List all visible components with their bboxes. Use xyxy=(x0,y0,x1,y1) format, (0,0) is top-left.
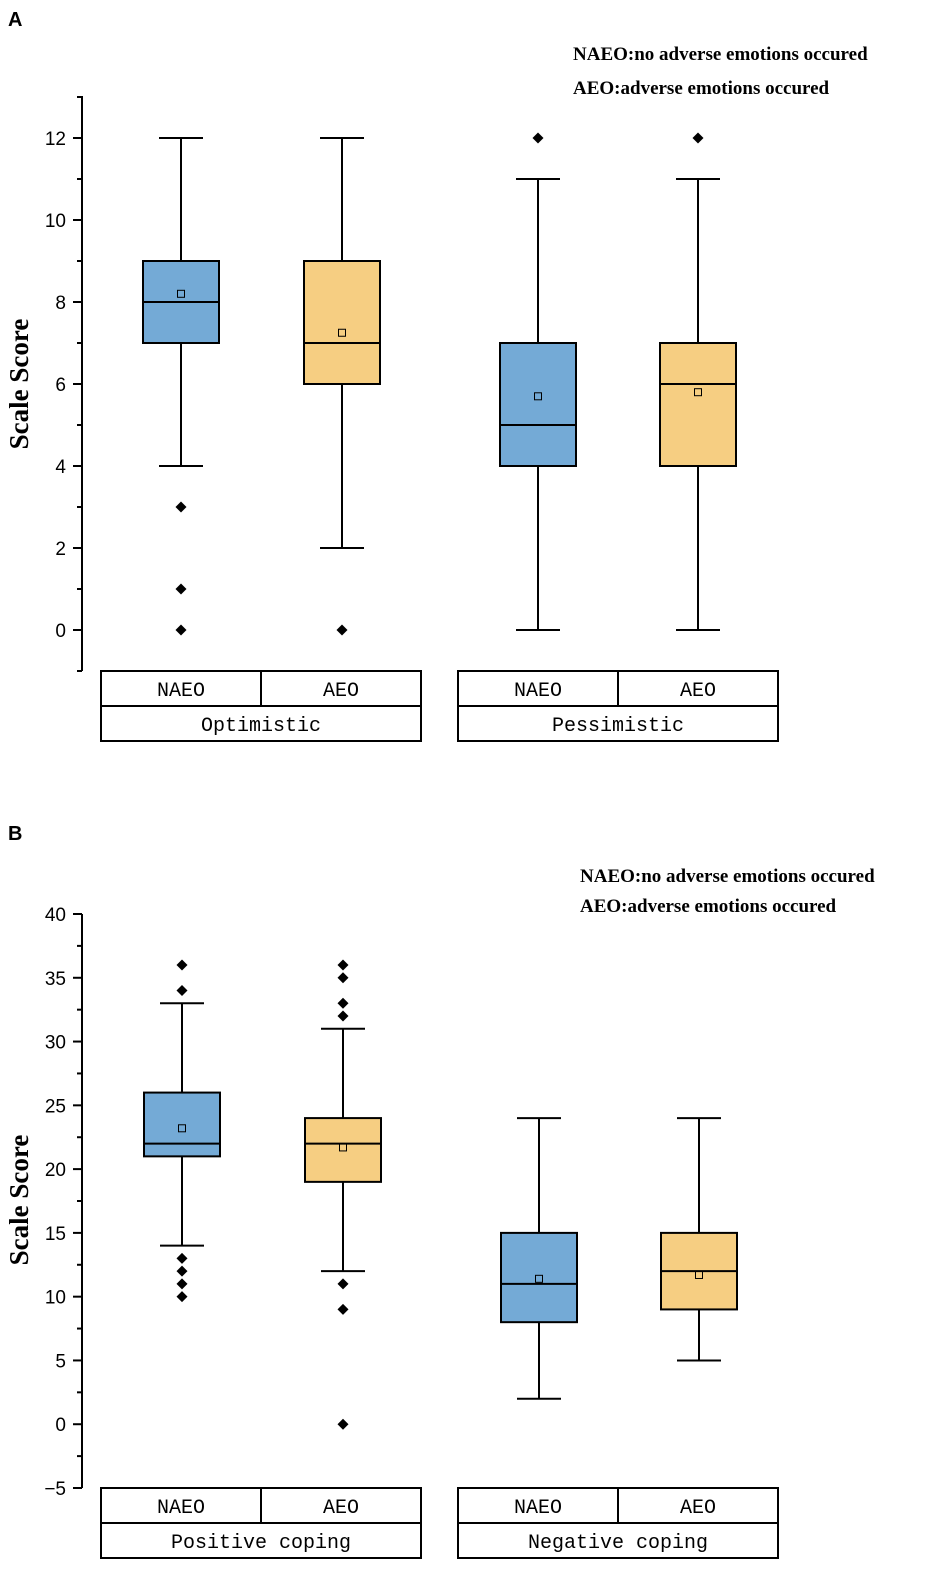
outlier-point xyxy=(337,1418,349,1430)
panel-letter: A xyxy=(8,9,22,31)
x-category-label: AEO xyxy=(680,680,716,703)
outlier-point xyxy=(175,583,187,595)
iqr-box xyxy=(303,260,381,385)
y-tick-label: 0 xyxy=(55,621,66,642)
x-category-label: AEO xyxy=(323,680,359,703)
mean-marker xyxy=(695,1270,703,1279)
mean-marker xyxy=(339,1143,347,1152)
y-axis-label: Scale Score xyxy=(4,319,34,450)
x-category-label: NAEO xyxy=(157,680,205,703)
outlier-point xyxy=(176,985,188,997)
y-tick-label: 20 xyxy=(45,1160,66,1181)
outlier-point xyxy=(337,1010,349,1022)
outlier-point xyxy=(337,1303,349,1315)
outlier-point xyxy=(336,624,348,636)
outlier-point xyxy=(692,132,704,144)
box-plot-naeo xyxy=(143,959,221,1303)
y-tick-label: 12 xyxy=(45,129,66,150)
outlier-point xyxy=(176,959,188,971)
iqr-box xyxy=(500,1231,578,1324)
x-category-label: AEO xyxy=(323,1497,359,1520)
x-group-label: Positive coping xyxy=(171,1532,351,1555)
outlier-point xyxy=(175,624,187,636)
box-plot-aeo xyxy=(660,1117,738,1362)
y-axis-label: Scale Score xyxy=(4,1135,34,1266)
legend-entry: NAEO:no adverse emotions occured xyxy=(573,44,868,65)
x-category-label: NAEO xyxy=(157,1497,205,1520)
box-plot-aeo xyxy=(303,137,381,636)
y-tick-label: 6 xyxy=(55,375,66,396)
outlier-point xyxy=(175,501,187,513)
panel-letter: B xyxy=(8,823,22,845)
mean-marker xyxy=(535,1274,543,1283)
outlier-point xyxy=(532,132,544,144)
outlier-point xyxy=(337,1278,349,1290)
outlier-point xyxy=(337,959,349,971)
x-category-label: AEO xyxy=(680,1497,716,1520)
y-tick-label: 30 xyxy=(45,1033,66,1054)
mean-marker xyxy=(178,1124,186,1133)
y-tick-label: 8 xyxy=(55,293,66,314)
iqr-box xyxy=(304,1117,382,1183)
outlier-point xyxy=(176,1252,188,1264)
y-tick-label: 40 xyxy=(45,905,66,926)
outlier-point xyxy=(176,1265,188,1277)
mean-marker xyxy=(534,392,542,401)
iqr-box xyxy=(499,342,577,467)
y-tick-label: 5 xyxy=(55,1351,66,1372)
x-group-label: Pessimistic xyxy=(552,715,684,738)
legend-entry: AEO:adverse emotions occured xyxy=(573,78,830,99)
y-tick-label: 10 xyxy=(45,211,66,232)
box-plot-naeo xyxy=(499,132,577,631)
panel-a: A NAEO:no adverse emotions occured AEO:adv… xyxy=(4,9,868,742)
legend-entry: NAEO:no adverse emotions occured xyxy=(580,866,875,887)
box-plot-aeo xyxy=(304,959,382,1430)
x-category-label: NAEO xyxy=(514,680,562,703)
y-tick-label: 4 xyxy=(55,457,66,478)
panel-b: B NAEO:no adverse emotions occured AEO:adv… xyxy=(4,823,875,1559)
outlier-point xyxy=(337,972,349,984)
outlier-point xyxy=(176,1278,188,1290)
mean-marker xyxy=(177,289,185,298)
y-tick-label: 15 xyxy=(45,1224,66,1245)
y-tick-label: 35 xyxy=(45,969,66,990)
y-tick-label: 25 xyxy=(45,1096,66,1117)
y-tick-label: 2 xyxy=(55,539,66,560)
box-plot-aeo xyxy=(659,132,737,631)
iqr-box xyxy=(659,342,737,467)
x-category-label: NAEO xyxy=(514,1497,562,1520)
mean-marker xyxy=(694,388,702,397)
x-group-label: Negative coping xyxy=(528,1532,708,1555)
x-group-label: Optimistic xyxy=(201,715,321,738)
box-plot-naeo xyxy=(500,1117,578,1400)
y-tick-label: 10 xyxy=(45,1288,66,1309)
outlier-point xyxy=(176,1291,188,1303)
y-tick-label: −5 xyxy=(44,1479,66,1500)
mean-marker xyxy=(338,328,346,337)
y-tick-label: 0 xyxy=(55,1415,66,1436)
box-plot-naeo xyxy=(142,137,220,636)
legend-entry: AEO:adverse emotions occured xyxy=(580,896,837,917)
outlier-point xyxy=(337,997,349,1009)
